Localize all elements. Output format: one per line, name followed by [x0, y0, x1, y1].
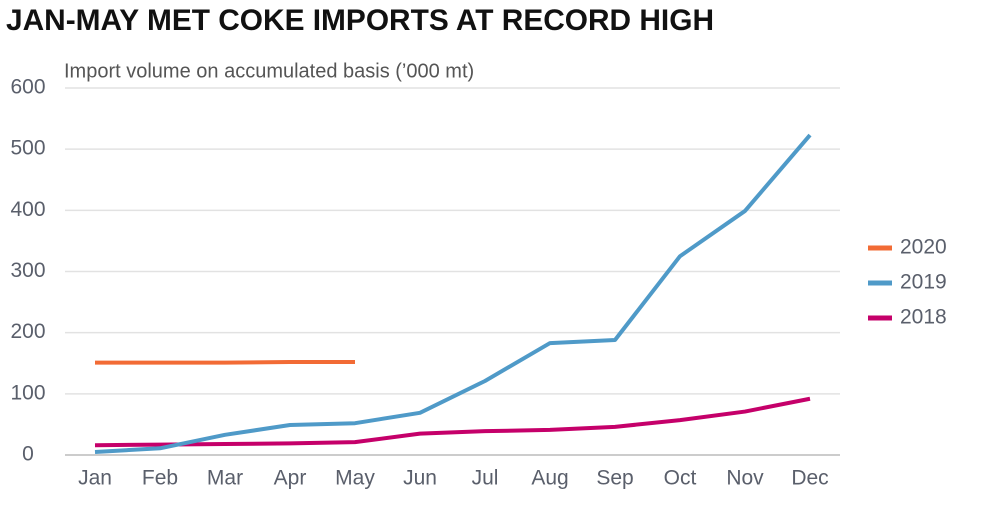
legend-label: 2020	[900, 236, 947, 259]
legend-label: 2018	[900, 306, 947, 329]
x-tick-label: May	[335, 467, 375, 490]
y-tick-label: 400	[10, 198, 45, 221]
series-line	[95, 360, 355, 365]
chart-title: JAN-MAY MET COKE IMPORTS AT RECORD HIGH	[6, 4, 714, 37]
x-tick-label: Mar	[207, 467, 243, 490]
x-tick-label: Nov	[726, 467, 764, 490]
x-tick-label: Aug	[531, 467, 568, 490]
series-line	[94, 396, 811, 448]
x-tick-label: Jan	[78, 467, 112, 490]
x-tick-label: Oct	[664, 467, 697, 490]
y-tick-label: 0	[22, 443, 34, 466]
y-tick-label: 300	[10, 259, 45, 282]
chart-subtitle: Import volume on accumulated basis (’000…	[64, 60, 474, 82]
y-tick-label: 500	[10, 137, 45, 160]
x-tick-label: Apr	[274, 467, 307, 490]
y-tick-label: 200	[10, 320, 45, 343]
y-tick-label: 100	[10, 381, 45, 404]
y-tick-label: 600	[10, 76, 45, 99]
series-line	[94, 133, 812, 454]
legend-label: 2019	[900, 271, 947, 294]
x-tick-label: Jun	[403, 467, 437, 490]
x-tick-label: Sep	[596, 467, 633, 490]
x-tick-label: Feb	[142, 467, 178, 490]
x-tick-label: Jul	[472, 467, 499, 490]
x-tick-label: Dec	[791, 467, 828, 490]
